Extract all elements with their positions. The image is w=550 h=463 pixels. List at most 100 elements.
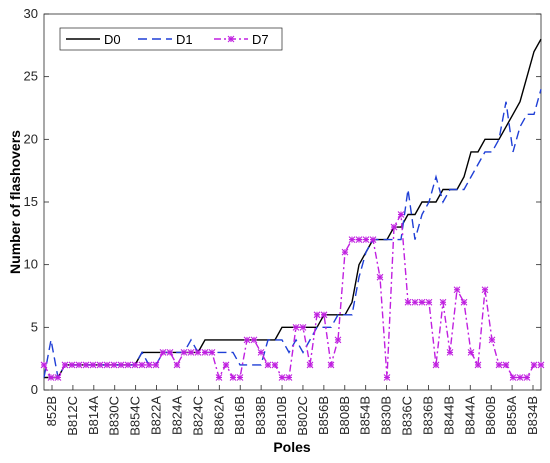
- series-d1: [43, 89, 542, 380]
- data-point-d7: [383, 374, 391, 381]
- series-line-d1: [43, 89, 542, 380]
- x-tick-label: B810B: [274, 396, 289, 435]
- y-tick-label: 0: [31, 382, 38, 397]
- data-point-d7: [327, 361, 335, 369]
- data-point-d7: [488, 336, 496, 344]
- data-point-d7: [152, 361, 160, 369]
- data-point-d7: [530, 361, 538, 369]
- data-point-d7: [453, 286, 461, 294]
- data-point-d7: [222, 361, 230, 369]
- x-tick-label: B862A: [211, 396, 226, 435]
- data-point-d7: [145, 361, 153, 369]
- data-point-d7: [495, 361, 503, 369]
- data-point-d7: [397, 211, 405, 218]
- data-point-d7: [264, 361, 272, 369]
- y-tick-label: 5: [31, 319, 38, 334]
- data-point-d7: [138, 361, 146, 369]
- x-tick-label: B856B: [316, 396, 331, 435]
- x-tick-label: B830B: [379, 396, 394, 435]
- x-tick-label: B816B: [232, 396, 247, 435]
- x-tick-label: B814A: [86, 396, 101, 435]
- data-point-d7: [124, 361, 132, 369]
- data-point-d7: [313, 311, 321, 319]
- data-point-d7: [390, 223, 398, 231]
- data-point-d7: [439, 298, 447, 306]
- data-point-d7: [467, 349, 475, 356]
- y-axis-label: Number of flashovers: [7, 130, 23, 274]
- x-tick-label: B822A: [149, 396, 164, 435]
- data-point-d7: [460, 298, 468, 306]
- data-point-d7: [474, 361, 482, 369]
- data-point-d7: [369, 236, 377, 243]
- data-point-d7: [166, 349, 174, 356]
- data-point-d7: [61, 361, 69, 369]
- data-point-d7: [194, 349, 202, 356]
- data-point-d7: [285, 374, 293, 381]
- data-point-d7: [481, 286, 489, 294]
- y-tick-label: 30: [24, 6, 38, 21]
- legend-label-d7: D7: [252, 32, 269, 47]
- x-tick-label: B858A: [504, 396, 519, 435]
- series-layer: [40, 38, 545, 381]
- x-tick-label: B836C: [400, 396, 415, 436]
- x-tick-label: B802C: [295, 396, 310, 436]
- x-tick-label: B844B: [441, 396, 456, 435]
- data-point-d7: [348, 236, 356, 243]
- x-tick-label: B824A: [169, 396, 184, 435]
- legend: D0 D1 D7: [59, 27, 283, 51]
- data-point-d7: [299, 323, 307, 331]
- data-point-d7: [418, 298, 426, 306]
- data-point-d7: [75, 361, 83, 369]
- data-point-d7: [411, 298, 419, 306]
- y-tick-label: 25: [24, 69, 38, 84]
- data-point-d7: [257, 349, 265, 356]
- data-point-d7: [40, 361, 48, 369]
- data-point-d7: [180, 349, 188, 356]
- data-point-d7: [159, 349, 167, 356]
- data-point-d7: [523, 374, 531, 381]
- x-tick-label: B860B: [483, 396, 498, 435]
- x-tick-label: B838B: [253, 396, 268, 435]
- data-point-d7: [376, 273, 384, 281]
- data-point-d7: [341, 248, 349, 256]
- y-tick-label: 10: [24, 257, 38, 272]
- data-point-d7: [208, 349, 216, 356]
- data-point-d7: [271, 361, 279, 369]
- x-tick-label: B824C: [190, 396, 205, 436]
- data-point-d7: [425, 298, 433, 306]
- y-axis: 0 5 10 15 20 25 30: [24, 6, 541, 397]
- data-point-d7: [250, 336, 258, 344]
- data-point-d7: [509, 374, 517, 381]
- data-point-d7: [131, 361, 139, 369]
- x-tick-label: B836B: [420, 396, 435, 435]
- series-line-d0: [44, 38, 542, 379]
- data-point-d7: [187, 349, 195, 356]
- data-point-d7: [54, 374, 62, 381]
- legend-label-d0: D0: [104, 32, 121, 47]
- series-line-d7: [43, 212, 541, 380]
- x-tick-label: B834B: [525, 396, 540, 435]
- x-axis: 852B B812C B814A B830C B854C B822A B824A B824C B…: [44, 385, 540, 436]
- data-point-d7: [502, 361, 510, 369]
- x-tick-label: B844A: [462, 396, 477, 435]
- data-point-d7: [320, 311, 328, 319]
- data-point-d7: [82, 361, 90, 369]
- plot-frame: [43, 13, 542, 391]
- x-axis-label: Poles: [273, 439, 311, 455]
- data-point-d7: [47, 374, 55, 381]
- data-point-d7: [229, 374, 237, 381]
- data-point-d7: [201, 349, 209, 356]
- data-point-d7: [404, 298, 412, 306]
- data-point-d7: [68, 361, 76, 369]
- data-point-d7: [362, 236, 370, 243]
- data-point-d7: [432, 361, 440, 369]
- data-point-d7: [306, 361, 314, 369]
- data-point-d7: [278, 374, 286, 381]
- x-tick-label: B808B: [337, 396, 352, 435]
- y-tick-label: 15: [24, 194, 38, 209]
- data-point-d7: [537, 361, 545, 369]
- x-tick-label: 852B: [44, 396, 59, 426]
- data-point-d7: [110, 361, 118, 369]
